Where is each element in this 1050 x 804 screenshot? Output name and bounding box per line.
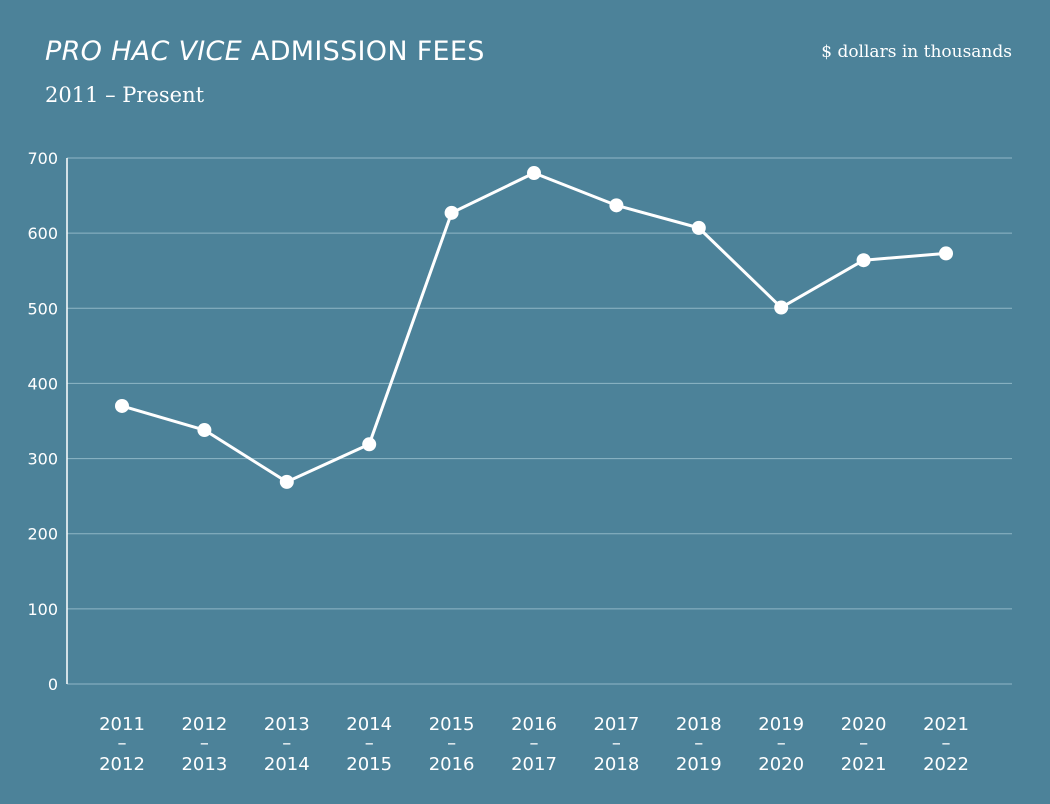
chart-subtitle: 2011 – Present (45, 83, 205, 107)
chart-title-rest: ADMISSION FEES (250, 36, 485, 67)
data-point-9 (856, 253, 871, 268)
x-tick-label-4-0: 2015 (429, 714, 475, 735)
y-tick-label-600: 600 (27, 224, 58, 243)
data-point-2 (279, 474, 294, 489)
x-tick-label-1-1: – (200, 733, 209, 754)
x-tick-label-7-0: 2018 (676, 714, 722, 735)
y-tick-label-200: 200 (27, 525, 58, 544)
x-tick-label-4-2: 2016 (429, 754, 475, 775)
x-tick-label-9-2: 2021 (841, 754, 887, 775)
data-points (115, 166, 953, 489)
data-point-1 (197, 423, 212, 438)
chart-title-italic: PRO HAC VICE (45, 36, 243, 67)
data-point-10 (939, 246, 953, 261)
y-tick-labels: 0 100 200 300 400 500 600 700 (27, 149, 58, 694)
data-point-6 (609, 198, 624, 213)
x-tick-label-10-1: – (942, 733, 951, 754)
data-point-5 (527, 166, 541, 181)
x-tick-label-1-2: 2013 (181, 754, 227, 775)
x-tick-label-0-1: – (118, 733, 127, 754)
y-tick-label-0: 0 (48, 675, 58, 694)
x-tick-labels: 2011–20122012–20132013–20142014–20152015… (99, 714, 969, 775)
x-tick-label-1-0: 2012 (181, 714, 227, 735)
x-tick-label-10-0: 2021 (923, 714, 969, 735)
y-tick-label-500: 500 (27, 299, 58, 318)
x-tick-label-7-1: – (694, 733, 703, 754)
units-label: $ dollars in thousands (821, 42, 1012, 62)
x-tick-label-8-0: 2019 (758, 714, 804, 735)
y-tick-label-100: 100 (27, 600, 58, 619)
x-tick-label-2-2: 2014 (264, 754, 310, 775)
x-tick-label-6-1: – (612, 733, 621, 754)
series-line (121, 171, 947, 484)
data-point-3 (362, 437, 377, 452)
x-tick-label-2-0: 2013 (264, 714, 310, 735)
gridlines (67, 157, 1012, 685)
x-tick-label-7-2: 2019 (676, 754, 722, 775)
x-tick-label-10-2: 2022 (923, 754, 969, 775)
x-tick-label-8-2: 2020 (758, 754, 804, 775)
x-tick-label-4-1: – (447, 733, 456, 754)
x-tick-label-3-0: 2014 (346, 714, 392, 735)
y-tick-label-700: 700 (27, 149, 58, 168)
x-tick-label-3-1: – (365, 733, 374, 754)
x-tick-label-5-0: 2016 (511, 714, 557, 735)
data-point-4 (444, 205, 459, 220)
x-tick-label-9-1: – (859, 733, 868, 754)
x-tick-label-0-2: 2012 (99, 754, 145, 775)
x-tick-label-6-2: 2018 (593, 754, 639, 775)
y-tick-label-400: 400 (27, 374, 58, 393)
data-point-0 (115, 398, 129, 413)
x-tick-label-0-0: 2011 (99, 714, 145, 735)
x-tick-label-9-0: 2020 (841, 714, 887, 735)
x-tick-label-8-1: – (777, 733, 786, 754)
x-tick-label-6-0: 2017 (593, 714, 639, 735)
x-tick-label-2-1: – (282, 733, 291, 754)
y-tick-label-300: 300 (27, 450, 58, 469)
data-point-8 (774, 300, 789, 315)
chart-title: PRO HAC VICE ADMISSION FEES (45, 36, 485, 67)
x-tick-label-3-2: 2015 (346, 754, 392, 775)
x-tick-label-5-2: 2017 (511, 754, 557, 775)
x-tick-label-5-1: – (530, 733, 539, 754)
data-point-7 (691, 220, 706, 235)
